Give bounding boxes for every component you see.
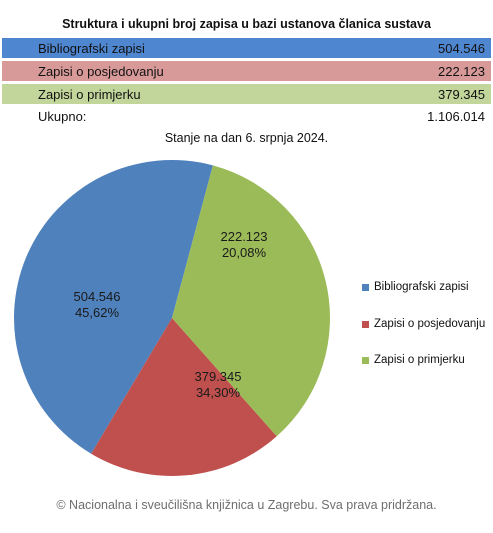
table-row-bibliografski: Bibliografski zapisi 504.546 bbox=[2, 38, 491, 58]
pie-slice-primjerak bbox=[172, 165, 331, 437]
row-label: Zapisi o primjerku bbox=[38, 86, 141, 102]
table-row-posjedovanje: Zapisi o posjedovanju 222.123 bbox=[2, 61, 491, 81]
legend-swatch bbox=[362, 283, 369, 291]
row-value: 379.345 bbox=[438, 86, 485, 102]
legend-item-primjerak: Zapisi o primjerku bbox=[362, 354, 465, 366]
date-line: Stanje na dan 6. srpnja 2024. bbox=[164, 131, 329, 145]
table-row-total: Ukupno: 1.106.014 bbox=[2, 106, 491, 126]
legend-swatch bbox=[362, 320, 369, 328]
total-value: 1.106.014 bbox=[427, 108, 485, 124]
pie-slice-posjedovanje bbox=[91, 318, 277, 476]
slice-value-label-primjerak: 379.345 bbox=[195, 369, 242, 384]
row-label: Bibliografski zapisi bbox=[38, 40, 145, 56]
table-row-primjerak: Zapisi o primjerku 379.345 bbox=[2, 84, 491, 104]
total-label: Ukupno: bbox=[38, 108, 87, 124]
legend-label: Zapisi o posjedovanju bbox=[374, 318, 486, 330]
row-value: 504.546 bbox=[438, 40, 485, 56]
slice-value-label-bibliografski: 504.546 bbox=[74, 289, 121, 304]
table-title: Struktura i ukupni broj zapisa u bazi us… bbox=[62, 17, 431, 31]
pie-slice-bibliografski bbox=[14, 160, 213, 454]
legend-item-bibliografski: Bibliografski zapisi bbox=[362, 281, 469, 293]
copyright-footer: © Nacionalna i sveučilišna knjižnica u Z… bbox=[56, 498, 437, 512]
legend-label: Bibliografski zapisi bbox=[374, 281, 469, 293]
row-value: 222.123 bbox=[438, 63, 485, 79]
slice-percent-label-posjedovanje: 20,08% bbox=[222, 245, 267, 260]
legend-item-posjedovanje: Zapisi o posjedovanju bbox=[362, 318, 485, 330]
legend-label: Zapisi o primjerku bbox=[374, 354, 465, 366]
slice-value-label-posjedovanje: 222.123 bbox=[221, 229, 268, 244]
slice-percent-label-bibliografski: 45,62% bbox=[75, 305, 120, 320]
slice-percent-label-primjerak: 34,30% bbox=[196, 385, 241, 400]
legend-swatch bbox=[362, 356, 369, 364]
row-label: Zapisi o posjedovanju bbox=[38, 63, 164, 79]
